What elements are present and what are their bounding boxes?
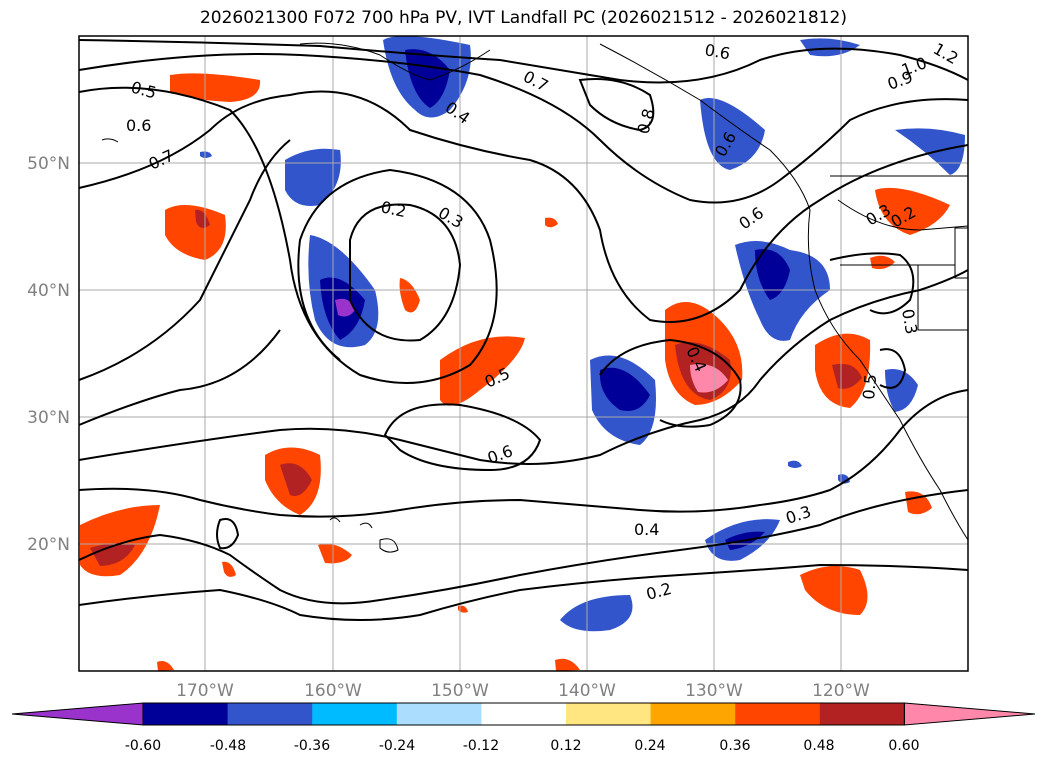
colorbar-segment xyxy=(143,703,229,725)
colorbar-tick-label: -0.48 xyxy=(210,738,246,754)
lon-label: 170°W xyxy=(176,681,234,701)
colorbar-tick-label: 0.12 xyxy=(550,738,581,754)
colorbar-tick-label: -0.36 xyxy=(294,738,330,754)
lat-label: 20°N xyxy=(27,535,70,555)
colorbar-segment xyxy=(312,703,398,725)
contour-label: 0.2 xyxy=(644,579,674,604)
shaded-field xyxy=(80,36,965,671)
map-title: 2026021300 F072 700 hPa PV, IVT Landfall… xyxy=(199,8,847,28)
contour-label: 0.4 xyxy=(634,520,659,539)
colorbar-segment xyxy=(566,703,652,725)
lon-label: 120°W xyxy=(812,681,870,701)
contour-label: 0.3 xyxy=(783,502,813,528)
contour-lines xyxy=(78,39,969,621)
contour-label: 0.7 xyxy=(146,146,177,174)
colorbar-outline xyxy=(142,702,905,726)
contour-label: 0.6 xyxy=(126,116,151,135)
contour-label: 0.5 xyxy=(859,373,880,400)
colorbar xyxy=(11,702,1036,726)
lat-label: 40°N xyxy=(27,281,70,301)
colorbar-ticks: -0.60 -0.48 -0.36 -0.24 -0.12 0.12 0.24 … xyxy=(125,738,920,754)
colorbar-tick-label: 0.36 xyxy=(719,738,750,754)
coastlines xyxy=(101,42,969,553)
colorbar-segment xyxy=(650,703,736,725)
colorbar-segment xyxy=(819,703,905,725)
colorbar-segment xyxy=(227,703,313,725)
lon-label: 140°W xyxy=(558,681,616,701)
lat-label: 30°N xyxy=(27,408,70,428)
colorbar-segment xyxy=(735,703,821,725)
map-frame xyxy=(78,35,969,672)
colorbar-tick-label: 0.60 xyxy=(888,738,919,754)
lon-labels: 170°W 160°W 150°W 140°W 130°W 120°W xyxy=(176,681,870,701)
lon-label: 160°W xyxy=(304,681,362,701)
colorbar-segment xyxy=(396,703,482,725)
colorbar-tick-label: 0.24 xyxy=(634,738,665,754)
colorbar-tick-label: -0.24 xyxy=(379,738,415,754)
contour-label: 0.8 xyxy=(634,107,659,137)
lon-label: 130°W xyxy=(685,681,743,701)
colorbar-tick-label: -0.12 xyxy=(463,738,499,754)
contour-label: 0.5 xyxy=(129,78,159,103)
contour-label: 0.6 xyxy=(703,40,731,63)
colorbar-tick-label: -0.60 xyxy=(125,738,161,754)
colorbar-tick-label: 0.48 xyxy=(803,738,834,754)
lat-label: 50°N xyxy=(27,154,70,174)
contour-label: 0.3 xyxy=(898,307,921,335)
colorbar-extend-high xyxy=(903,702,1036,726)
contour-label: 0.2 xyxy=(379,197,408,221)
lat-labels: 50°N 40°N 30°N 20°N xyxy=(27,154,70,555)
contour-label: 0.3 xyxy=(435,203,467,232)
contour-label: 0.6 xyxy=(735,203,767,233)
colorbar-extend-low xyxy=(11,702,144,726)
contour-label: 1.2 xyxy=(930,39,962,68)
colorbar-segment xyxy=(481,703,567,725)
lon-label: 150°W xyxy=(431,681,489,701)
